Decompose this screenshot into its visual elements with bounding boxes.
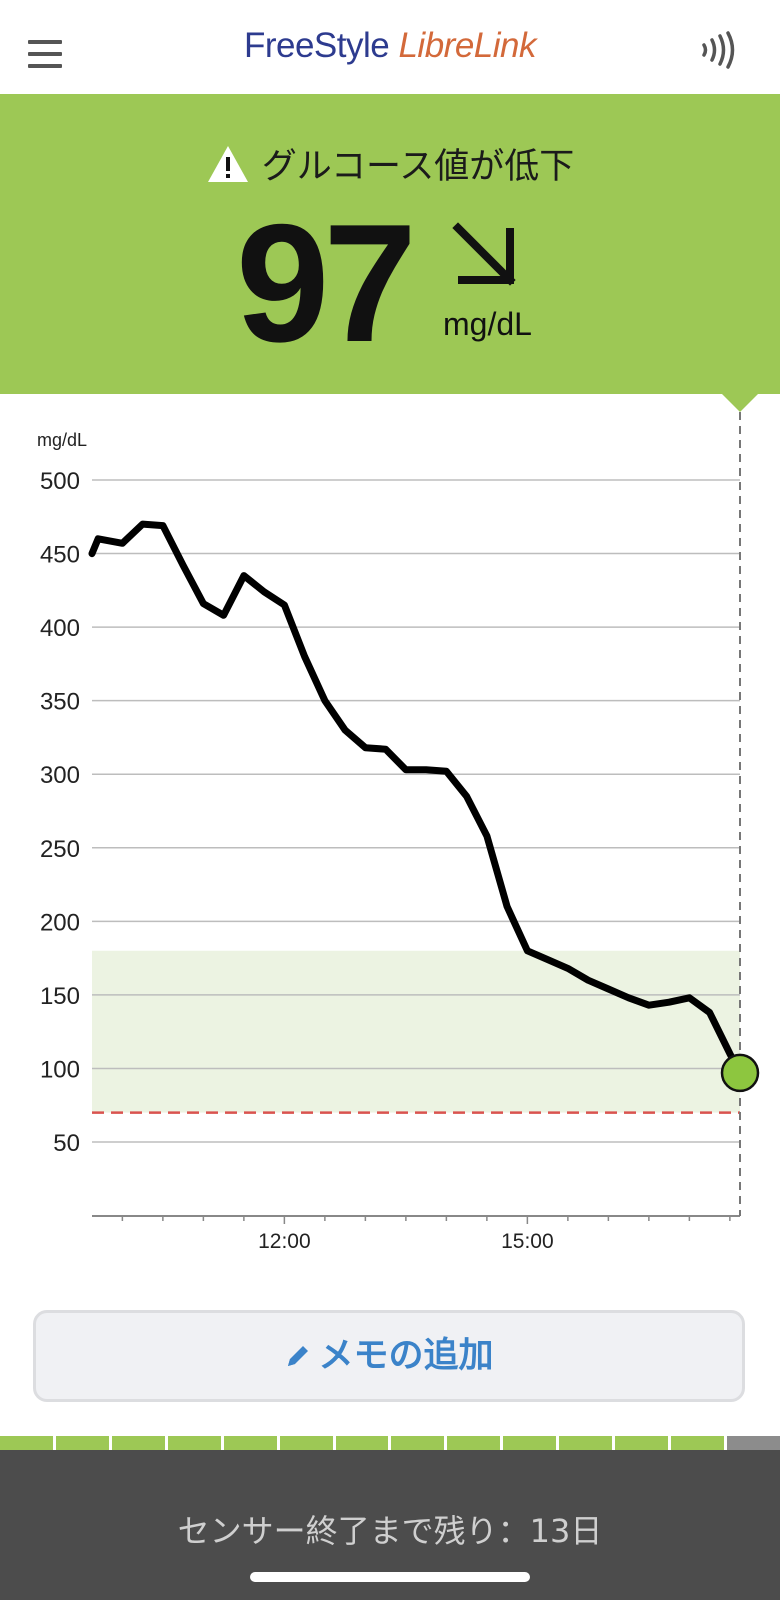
sensor-day-segment: [335, 1436, 389, 1450]
y-tick-label: 250: [40, 836, 80, 863]
add-memo-label: メモの追加: [318, 1336, 494, 1376]
sensor-day-segment: [447, 1436, 501, 1450]
y-tick-label: 150: [40, 983, 80, 1010]
y-tick-label: 400: [40, 615, 80, 642]
y-tick-label: 350: [40, 689, 80, 716]
arrow-down-right-icon: [452, 222, 516, 286]
sensor-day-segment: [167, 1436, 221, 1450]
sensor-day-segment: [0, 1436, 53, 1450]
target-range-band: [92, 950, 740, 1113]
glucose-history-chart: mg/dL 500 450 400 350 300 250 200 150 100 50 12:0…: [37, 394, 760, 1253]
sensor-day-segment: [279, 1436, 333, 1450]
nfc-scan-icon[interactable]: [700, 30, 740, 70]
glucose-value: 97: [236, 189, 417, 377]
sensor-day-segment: [55, 1436, 109, 1450]
y-tick-label: 200: [40, 909, 80, 936]
sensor-status-bar: センサー終了まで残り：13日: [0, 1450, 780, 1600]
app-header: FreeStyle LibreLink: [0, 0, 780, 94]
home-indicator: [250, 1572, 530, 1582]
glucose-alert: グルコース値が低下: [0, 138, 780, 189]
sensor-day-segment: [391, 1436, 445, 1450]
y-tick-label: 100: [40, 1056, 80, 1083]
x-tick-label: 12:00: [258, 1230, 311, 1253]
hamburger-menu-icon[interactable]: [28, 40, 62, 70]
y-tick-label: 50: [53, 1130, 80, 1157]
sensor-day-segment: [503, 1436, 557, 1450]
add-memo-button[interactable]: メモの追加: [33, 1310, 745, 1402]
y-tick-label: 500: [40, 468, 80, 495]
y-tick-label: 300: [40, 762, 80, 789]
y-tick-label: 450: [40, 542, 80, 569]
current-reading-dot: [720, 1053, 760, 1093]
sensor-day-segment: [726, 1436, 780, 1450]
current-time-pointer: [722, 394, 758, 412]
warning-triangle-icon: [207, 146, 248, 182]
sensor-day-segment: [111, 1436, 165, 1450]
glucose-reading-panel: グルコース値が低下 97 mg/dL: [0, 94, 780, 394]
sensor-day-segment: [223, 1436, 277, 1450]
sensor-day-segment: [671, 1436, 724, 1450]
app-logo: FreeStyle LibreLink: [243, 26, 537, 65]
y-axis-label: mg/dL: [37, 430, 87, 450]
alert-text: グルコース値が低下: [261, 147, 575, 187]
glucose-unit: mg/dL: [443, 306, 532, 342]
pencil-icon: [288, 1346, 309, 1366]
sensor-day-segment: [559, 1436, 613, 1450]
glucose-trend-line: [88, 520, 744, 1077]
x-tick-label: 15:00: [501, 1230, 554, 1253]
sensor-day-segment: [615, 1436, 669, 1450]
sensor-life-bar: [0, 1436, 780, 1450]
sensor-remaining-text: センサー終了まで残り：13日: [177, 1512, 603, 1550]
